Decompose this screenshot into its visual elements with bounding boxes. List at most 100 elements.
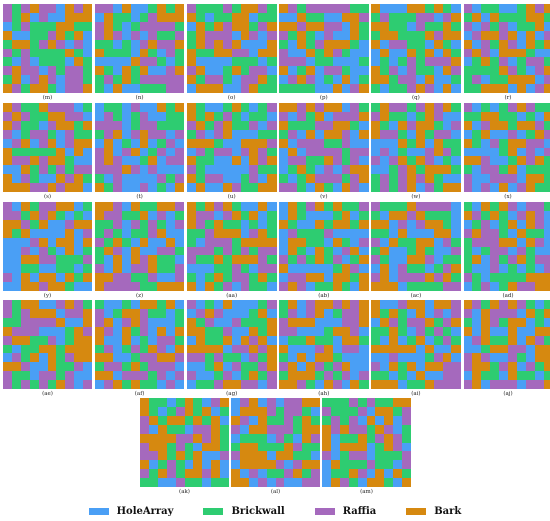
grid-cell — [451, 156, 461, 166]
grid-cell — [20, 4, 31, 14]
grid-cell — [130, 335, 140, 345]
grid-cell — [166, 120, 176, 131]
grid-cell — [266, 415, 276, 426]
texture-grid — [95, 103, 185, 193]
grid-cell — [543, 371, 550, 381]
grid-cell — [74, 264, 84, 274]
grid-cell — [175, 264, 185, 274]
grid-cell — [442, 255, 452, 265]
grid-cell — [525, 103, 536, 113]
grid-cell — [348, 442, 358, 452]
grid-cell — [196, 300, 206, 310]
grid-cell — [279, 273, 289, 283]
grid-cell — [398, 39, 408, 49]
grid-cell — [11, 317, 22, 328]
grid-cell — [231, 138, 241, 148]
panel-label: (n) — [135, 95, 144, 101]
grid-cell — [166, 451, 176, 461]
grid-cell — [433, 183, 443, 193]
grid-cell — [350, 353, 360, 363]
grid-cell — [130, 380, 140, 390]
grid-cell — [284, 433, 294, 443]
grid-cell — [279, 264, 289, 274]
grid-cell — [472, 183, 482, 193]
grid-cell — [490, 246, 500, 256]
grid-cell — [65, 380, 75, 390]
grid-cell — [29, 380, 39, 390]
grid-cell — [187, 371, 197, 381]
grid-cell — [56, 147, 66, 157]
grid-cell — [240, 362, 250, 372]
grid-cell — [47, 138, 57, 148]
grid-cell — [380, 120, 390, 131]
grid-cell — [74, 317, 84, 328]
grid-cell — [157, 111, 167, 122]
grid-cell — [83, 165, 93, 175]
grid-cell — [74, 39, 84, 49]
grid-cell — [139, 48, 149, 58]
grid-cell — [534, 371, 544, 381]
grid-cell — [490, 75, 500, 85]
grid-cell — [47, 219, 57, 230]
grid-cell — [157, 371, 167, 381]
grid-cell — [424, 174, 435, 184]
grid-cell — [393, 469, 403, 479]
grid-cell — [297, 371, 307, 381]
grid-cell — [148, 48, 158, 58]
grid-cell — [148, 237, 158, 247]
legend-swatch-bark — [406, 507, 427, 515]
grid-cell — [11, 362, 22, 372]
grid-cell — [275, 469, 285, 479]
grid-cell — [525, 75, 536, 85]
grid-cell — [29, 12, 39, 23]
grid-cell — [305, 371, 316, 381]
grid-cell — [305, 57, 316, 67]
grid-cell — [371, 344, 381, 354]
grid-cell — [433, 335, 443, 345]
grid-cell — [38, 317, 48, 328]
grid-cell — [490, 273, 500, 283]
grid-cell — [74, 111, 84, 122]
texture-map-panel: (z) — [95, 202, 185, 301]
grid-cell — [339, 406, 350, 417]
grid-cell — [332, 120, 342, 131]
grid-cell — [350, 12, 360, 23]
grid-cell — [508, 12, 518, 23]
grid-cell — [543, 246, 550, 256]
grid-cell — [222, 103, 233, 113]
grid-cell — [175, 219, 185, 230]
grid-cell — [402, 451, 412, 461]
grid-cell — [3, 228, 13, 238]
grid-cell — [543, 210, 550, 221]
grid-cell — [481, 353, 491, 363]
grid-cell — [74, 246, 84, 256]
grid-cell — [323, 183, 334, 193]
grid-cell — [196, 326, 206, 336]
grid-cell — [359, 39, 369, 49]
grid-cell — [305, 4, 316, 14]
grid-cell — [83, 174, 93, 184]
grid-cell — [202, 406, 212, 417]
grid-cell — [357, 398, 367, 408]
grid-cell — [314, 48, 325, 58]
grid-cell — [157, 246, 167, 256]
grid-cell — [499, 21, 509, 32]
grid-cell — [258, 353, 268, 363]
grid-cell — [350, 344, 360, 354]
grid-cell — [371, 120, 381, 131]
grid-cell — [65, 308, 75, 319]
grid-cell — [472, 174, 482, 184]
grid-cell — [103, 84, 114, 94]
grid-cell — [3, 255, 13, 265]
grid-cell — [11, 282, 22, 292]
grid-cell — [472, 335, 482, 345]
grid-cell — [451, 84, 461, 94]
grid-cell — [490, 326, 500, 336]
grid-cell — [406, 129, 417, 139]
grid-cell — [451, 219, 461, 230]
grid-cell — [275, 398, 285, 408]
grid-cell — [534, 326, 544, 336]
grid-cell — [196, 84, 206, 94]
grid-cell — [175, 12, 185, 23]
grid-cell — [284, 478, 294, 488]
